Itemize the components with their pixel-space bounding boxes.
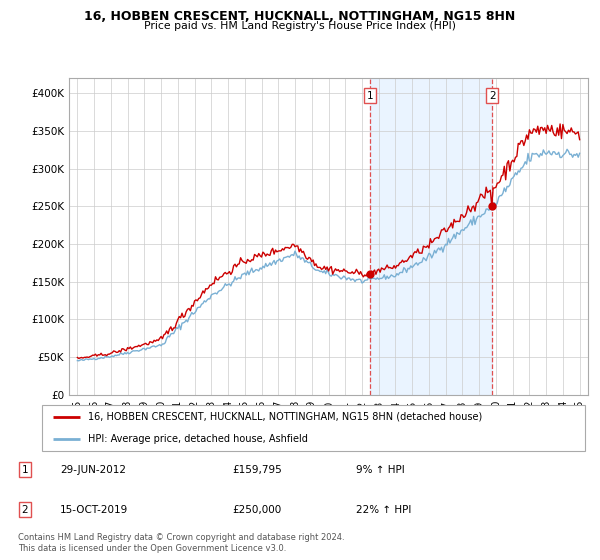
- Text: 2: 2: [22, 505, 28, 515]
- Text: 16, HOBBEN CRESCENT, HUCKNALL, NOTTINGHAM, NG15 8HN: 16, HOBBEN CRESCENT, HUCKNALL, NOTTINGHA…: [85, 10, 515, 23]
- Text: 15-OCT-2019: 15-OCT-2019: [60, 505, 128, 515]
- Text: 29-JUN-2012: 29-JUN-2012: [60, 464, 127, 474]
- Text: £159,795: £159,795: [232, 464, 282, 474]
- Text: 2: 2: [489, 91, 496, 101]
- Text: HPI: Average price, detached house, Ashfield: HPI: Average price, detached house, Ashf…: [88, 434, 308, 444]
- Text: 16, HOBBEN CRESCENT, HUCKNALL, NOTTINGHAM, NG15 8HN (detached house): 16, HOBBEN CRESCENT, HUCKNALL, NOTTINGHA…: [88, 412, 482, 422]
- Text: 1: 1: [22, 464, 28, 474]
- Text: 9% ↑ HPI: 9% ↑ HPI: [356, 464, 405, 474]
- Text: £250,000: £250,000: [232, 505, 281, 515]
- Text: Contains HM Land Registry data © Crown copyright and database right 2024.
This d: Contains HM Land Registry data © Crown c…: [18, 533, 344, 553]
- Text: 1: 1: [367, 91, 374, 101]
- FancyBboxPatch shape: [42, 405, 585, 451]
- Text: 22% ↑ HPI: 22% ↑ HPI: [356, 505, 412, 515]
- Text: Price paid vs. HM Land Registry's House Price Index (HPI): Price paid vs. HM Land Registry's House …: [144, 21, 456, 31]
